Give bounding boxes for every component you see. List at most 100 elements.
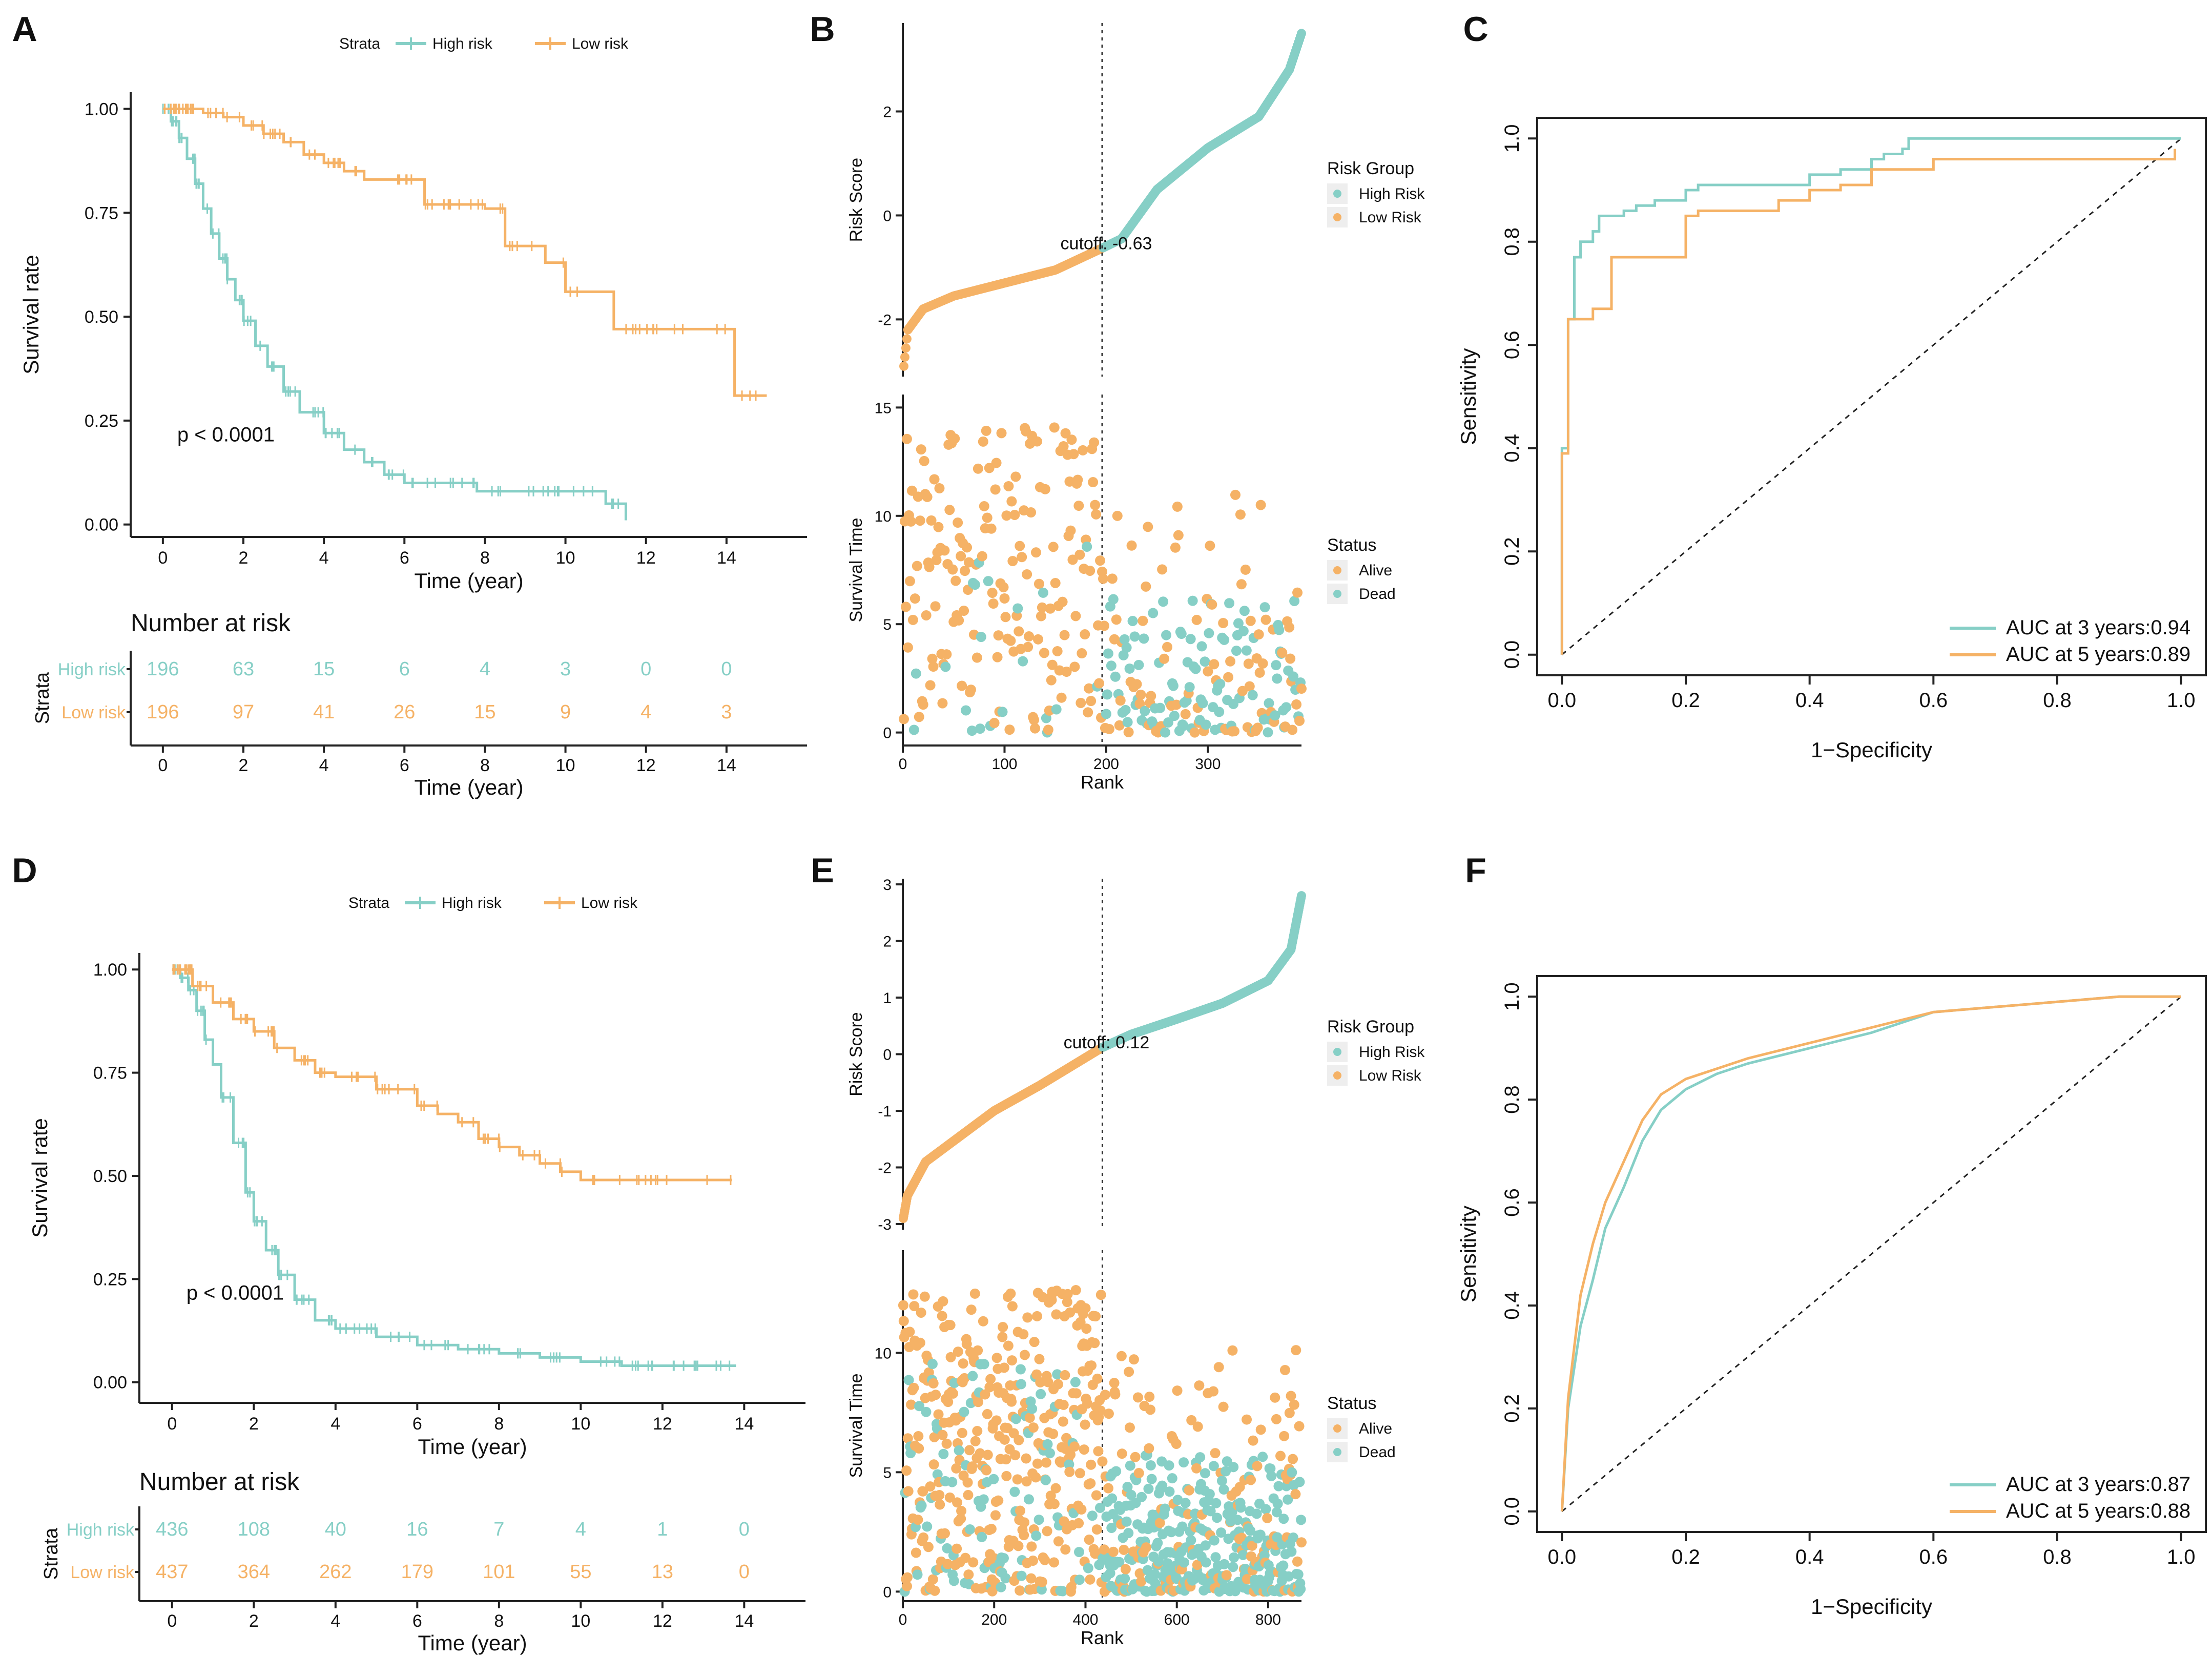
survival-time-point <box>1041 1457 1051 1468</box>
survival-time-point <box>978 436 988 447</box>
survival-time-point <box>1176 629 1187 639</box>
x-axis-label: Time (year) <box>418 1435 527 1459</box>
survival-time-point <box>1007 1301 1018 1312</box>
x-tick-label: 4 <box>330 1414 340 1434</box>
risk-table-cell: 262 <box>319 1561 352 1583</box>
survival-time-point <box>1257 658 1268 669</box>
survival-time-point <box>1022 569 1032 579</box>
survival-time-point <box>1043 1377 1053 1387</box>
survival-time-point <box>1285 653 1296 664</box>
risk-score-y-tick-label: 3 <box>883 877 892 894</box>
roc-y-tick-label: 1.0 <box>1501 124 1523 153</box>
survival-time-point <box>984 1382 995 1393</box>
survival-time-point <box>991 458 1002 468</box>
survival-time-point <box>1178 720 1189 731</box>
survival-time-point <box>1110 1389 1121 1400</box>
survival-time-point <box>1066 434 1077 445</box>
survival-time-point <box>933 1409 944 1420</box>
survival-time-point <box>1245 615 1256 626</box>
risk-table-cell: 15 <box>313 658 335 680</box>
survival-time-point <box>1227 1507 1237 1518</box>
y-tick-label: 0.75 <box>93 1064 127 1083</box>
survival-time-point <box>1019 1350 1030 1360</box>
survival-time-point <box>1283 1494 1293 1505</box>
survival-time-point <box>982 512 993 523</box>
survival-time-point <box>1110 671 1121 682</box>
survival-time-point <box>1186 1535 1196 1546</box>
survival-time-point <box>1083 707 1093 718</box>
risk-table-cell: 3 <box>560 658 571 680</box>
survival-time-point <box>1003 1340 1014 1351</box>
survival-time-point <box>1072 474 1083 485</box>
survival-time-point <box>1146 1474 1157 1484</box>
legend-status-label-dead: Dead <box>1359 1444 1396 1461</box>
survival-time-point <box>1289 1399 1299 1410</box>
survival-time-point <box>1073 1518 1084 1528</box>
survival-time-point <box>1060 1544 1071 1555</box>
survival-time-point <box>1136 1576 1147 1587</box>
risk-table-row-label-low: Low risk <box>61 703 126 722</box>
survival-time-point <box>1117 1448 1127 1459</box>
survival-time-point <box>1015 1364 1026 1375</box>
survival-time-point <box>1034 1354 1045 1364</box>
survival-time-point <box>968 1557 979 1568</box>
survival-time-point <box>962 1477 973 1488</box>
survival-time-point <box>1205 541 1215 551</box>
survival-time-point <box>1216 1527 1227 1538</box>
risk-score-y-label: Risk Score <box>846 1012 866 1096</box>
panel-letter-C: C <box>1463 10 1488 49</box>
legend-label-low-risk: Low risk <box>581 895 638 912</box>
survival-time-point <box>1014 1435 1024 1445</box>
survival-time-point <box>1022 1312 1033 1323</box>
survival-time-point <box>1108 1546 1119 1557</box>
survival-time-point <box>1106 660 1117 671</box>
survival-time-point <box>984 463 995 473</box>
survival-time-point <box>1045 603 1056 614</box>
survival-time-point <box>1089 437 1100 448</box>
risk-table-x-tick-label: 0 <box>167 1611 177 1631</box>
survival-time-point <box>1134 1568 1145 1579</box>
survival-time-point <box>942 1559 953 1569</box>
survival-time-point <box>1266 1470 1277 1481</box>
survival-time-point <box>1091 1524 1102 1535</box>
survival-time-point <box>1027 1556 1038 1566</box>
survival-time-point <box>908 1289 919 1300</box>
survival-time-point <box>1164 1486 1175 1497</box>
survival-time-point <box>1031 436 1042 447</box>
survival-time-point <box>1046 1295 1057 1306</box>
survival-time-point <box>1290 1489 1301 1500</box>
legend-risk-key-low <box>1333 213 1341 221</box>
survival-time-point <box>1149 1569 1160 1580</box>
survival-time-point <box>1016 1379 1026 1390</box>
survival-time-point <box>952 1497 963 1508</box>
risk-score-y-tick-label: -1 <box>878 1103 892 1120</box>
survival-time-point <box>1111 614 1122 625</box>
survival-time-point <box>1167 1473 1177 1484</box>
survival-time-point <box>1085 1574 1095 1585</box>
x-tick-label: 14 <box>717 548 736 568</box>
survival-time-point <box>978 1494 989 1505</box>
roc-x-tick-label: 1.0 <box>2167 1546 2196 1568</box>
risk-score-point <box>1297 29 1306 38</box>
survival-time-point <box>1205 1506 1216 1517</box>
survival-time-point <box>1116 1351 1127 1361</box>
survival-time-point <box>1270 1392 1280 1403</box>
survival-time-point <box>1017 552 1027 563</box>
survival-time-point <box>1166 1527 1177 1538</box>
survival-time-point <box>1112 510 1123 521</box>
legend-status-title: Status <box>1327 535 1376 555</box>
survival-time-point <box>965 1524 976 1535</box>
survival-time-point <box>1294 1477 1305 1487</box>
risk-table-cell: 16 <box>406 1519 428 1540</box>
survival-time-point <box>1130 1452 1141 1462</box>
survival-time-point <box>902 642 913 653</box>
risk-table-x-tick-label: 12 <box>653 1611 672 1631</box>
survival-time-point <box>1138 615 1148 626</box>
survival-time-point <box>1009 1486 1020 1497</box>
risk-table-x-tick-label: 2 <box>249 1611 259 1631</box>
x-tick-label: 8 <box>494 1414 504 1434</box>
survival-time-point <box>1219 634 1230 645</box>
survival-time-point <box>967 1371 978 1381</box>
survival-time-point <box>1186 1415 1197 1425</box>
